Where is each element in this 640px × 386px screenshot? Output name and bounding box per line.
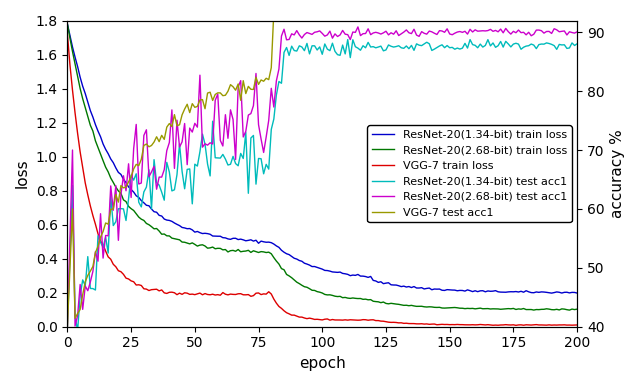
VGG-7 test acc1 [532,8,540,13]
VGG-7 test acc1 [250,87,257,92]
ResNet-20(1.34-bit) train loss [250,239,257,244]
ResNet-20(1.34-bit) test acc1 [535,42,543,47]
ResNet-20(1.34-bit) train loss [63,22,71,26]
ResNet-20(2.68-bit) train loss [109,180,117,185]
VGG-7 train loss [512,323,520,328]
Line: ResNet-20(1.34-bit) train loss: ResNet-20(1.34-bit) train loss [67,24,577,293]
ResNet-20(1.34-bit) test acc1 [66,254,74,258]
ResNet-20(1.34-bit) test acc1 [280,50,288,55]
VGG-7 test acc1 [573,11,581,15]
Line: VGG-7 train loss: VGG-7 train loss [67,34,577,325]
ResNet-20(1.34-bit) test acc1 [112,219,120,224]
VGG-7 train loss [109,262,117,267]
ResNet-20(1.34-bit) train loss [548,291,556,295]
VGG-7 train loss [339,318,346,322]
Line: ResNet-20(1.34-bit) test acc1: ResNet-20(1.34-bit) test acc1 [67,40,577,331]
VGG-7 test acc1 [66,266,74,270]
ResNet-20(2.68-bit) test acc1 [573,29,581,34]
ResNet-20(1.34-bit) test acc1 [63,324,71,329]
VGG-7 test acc1 [278,11,285,15]
ResNet-20(1.34-bit) train loss [66,33,74,38]
ResNet-20(1.34-bit) train loss [339,271,346,276]
ResNet-20(2.68-bit) test acc1 [532,28,540,32]
VGG-7 train loss [63,32,71,36]
ResNet-20(2.68-bit) train loss [278,266,285,271]
VGG-7 test acc1 [63,324,71,329]
Line: ResNet-20(2.68-bit) train loss: ResNet-20(2.68-bit) train loss [67,24,577,310]
Y-axis label: loss: loss [15,159,30,188]
ResNet-20(2.68-bit) test acc1 [109,208,117,213]
ResNet-20(2.68-bit) train loss [63,22,71,26]
Line: ResNet-20(2.68-bit) test acc1: ResNet-20(2.68-bit) test acc1 [67,27,577,327]
VGG-7 train loss [66,63,74,67]
ResNet-20(2.68-bit) train loss [530,308,538,312]
ResNet-20(2.68-bit) train loss [250,249,257,253]
ResNet-20(2.68-bit) test acc1 [63,324,71,329]
X-axis label: epoch: epoch [299,356,346,371]
ResNet-20(2.68-bit) test acc1 [250,103,257,108]
ResNet-20(2.68-bit) test acc1 [354,25,362,29]
ResNet-20(2.68-bit) train loss [566,308,573,312]
ResNet-20(1.34-bit) train loss [573,291,581,295]
ResNet-20(2.68-bit) test acc1 [278,34,285,38]
ResNet-20(2.68-bit) train loss [339,295,346,300]
VGG-7 test acc1 [339,7,346,12]
VGG-7 train loss [250,293,257,298]
VGG-7 train loss [532,322,540,327]
ResNet-20(2.68-bit) train loss [66,36,74,41]
Legend: ResNet-20(1.34-bit) train loss, ResNet-20(2.68-bit) train loss, VGG-7 train loss: ResNet-20(1.34-bit) train loss, ResNet-2… [367,125,572,222]
ResNet-20(1.34-bit) test acc1 [344,37,351,42]
ResNet-20(2.68-bit) test acc1 [339,28,346,33]
Line: VGG-7 test acc1: VGG-7 test acc1 [67,4,577,327]
ResNet-20(1.34-bit) test acc1 [573,41,581,46]
Y-axis label: accuracy %: accuracy % [610,129,625,218]
VGG-7 train loss [278,306,285,311]
ResNet-20(1.34-bit) train loss [278,248,285,252]
ResNet-20(1.34-bit) test acc1 [341,52,349,56]
ResNet-20(1.34-bit) test acc1 [252,182,260,186]
VGG-7 train loss [573,323,581,327]
ResNet-20(2.68-bit) test acc1 [66,236,74,241]
ResNet-20(1.34-bit) train loss [109,160,117,165]
VGG-7 test acc1 [507,2,515,7]
ResNet-20(2.68-bit) train loss [573,307,581,312]
VGG-7 test acc1 [109,207,117,211]
ResNet-20(1.34-bit) train loss [530,290,538,295]
ResNet-20(1.34-bit) test acc1 [74,328,81,333]
